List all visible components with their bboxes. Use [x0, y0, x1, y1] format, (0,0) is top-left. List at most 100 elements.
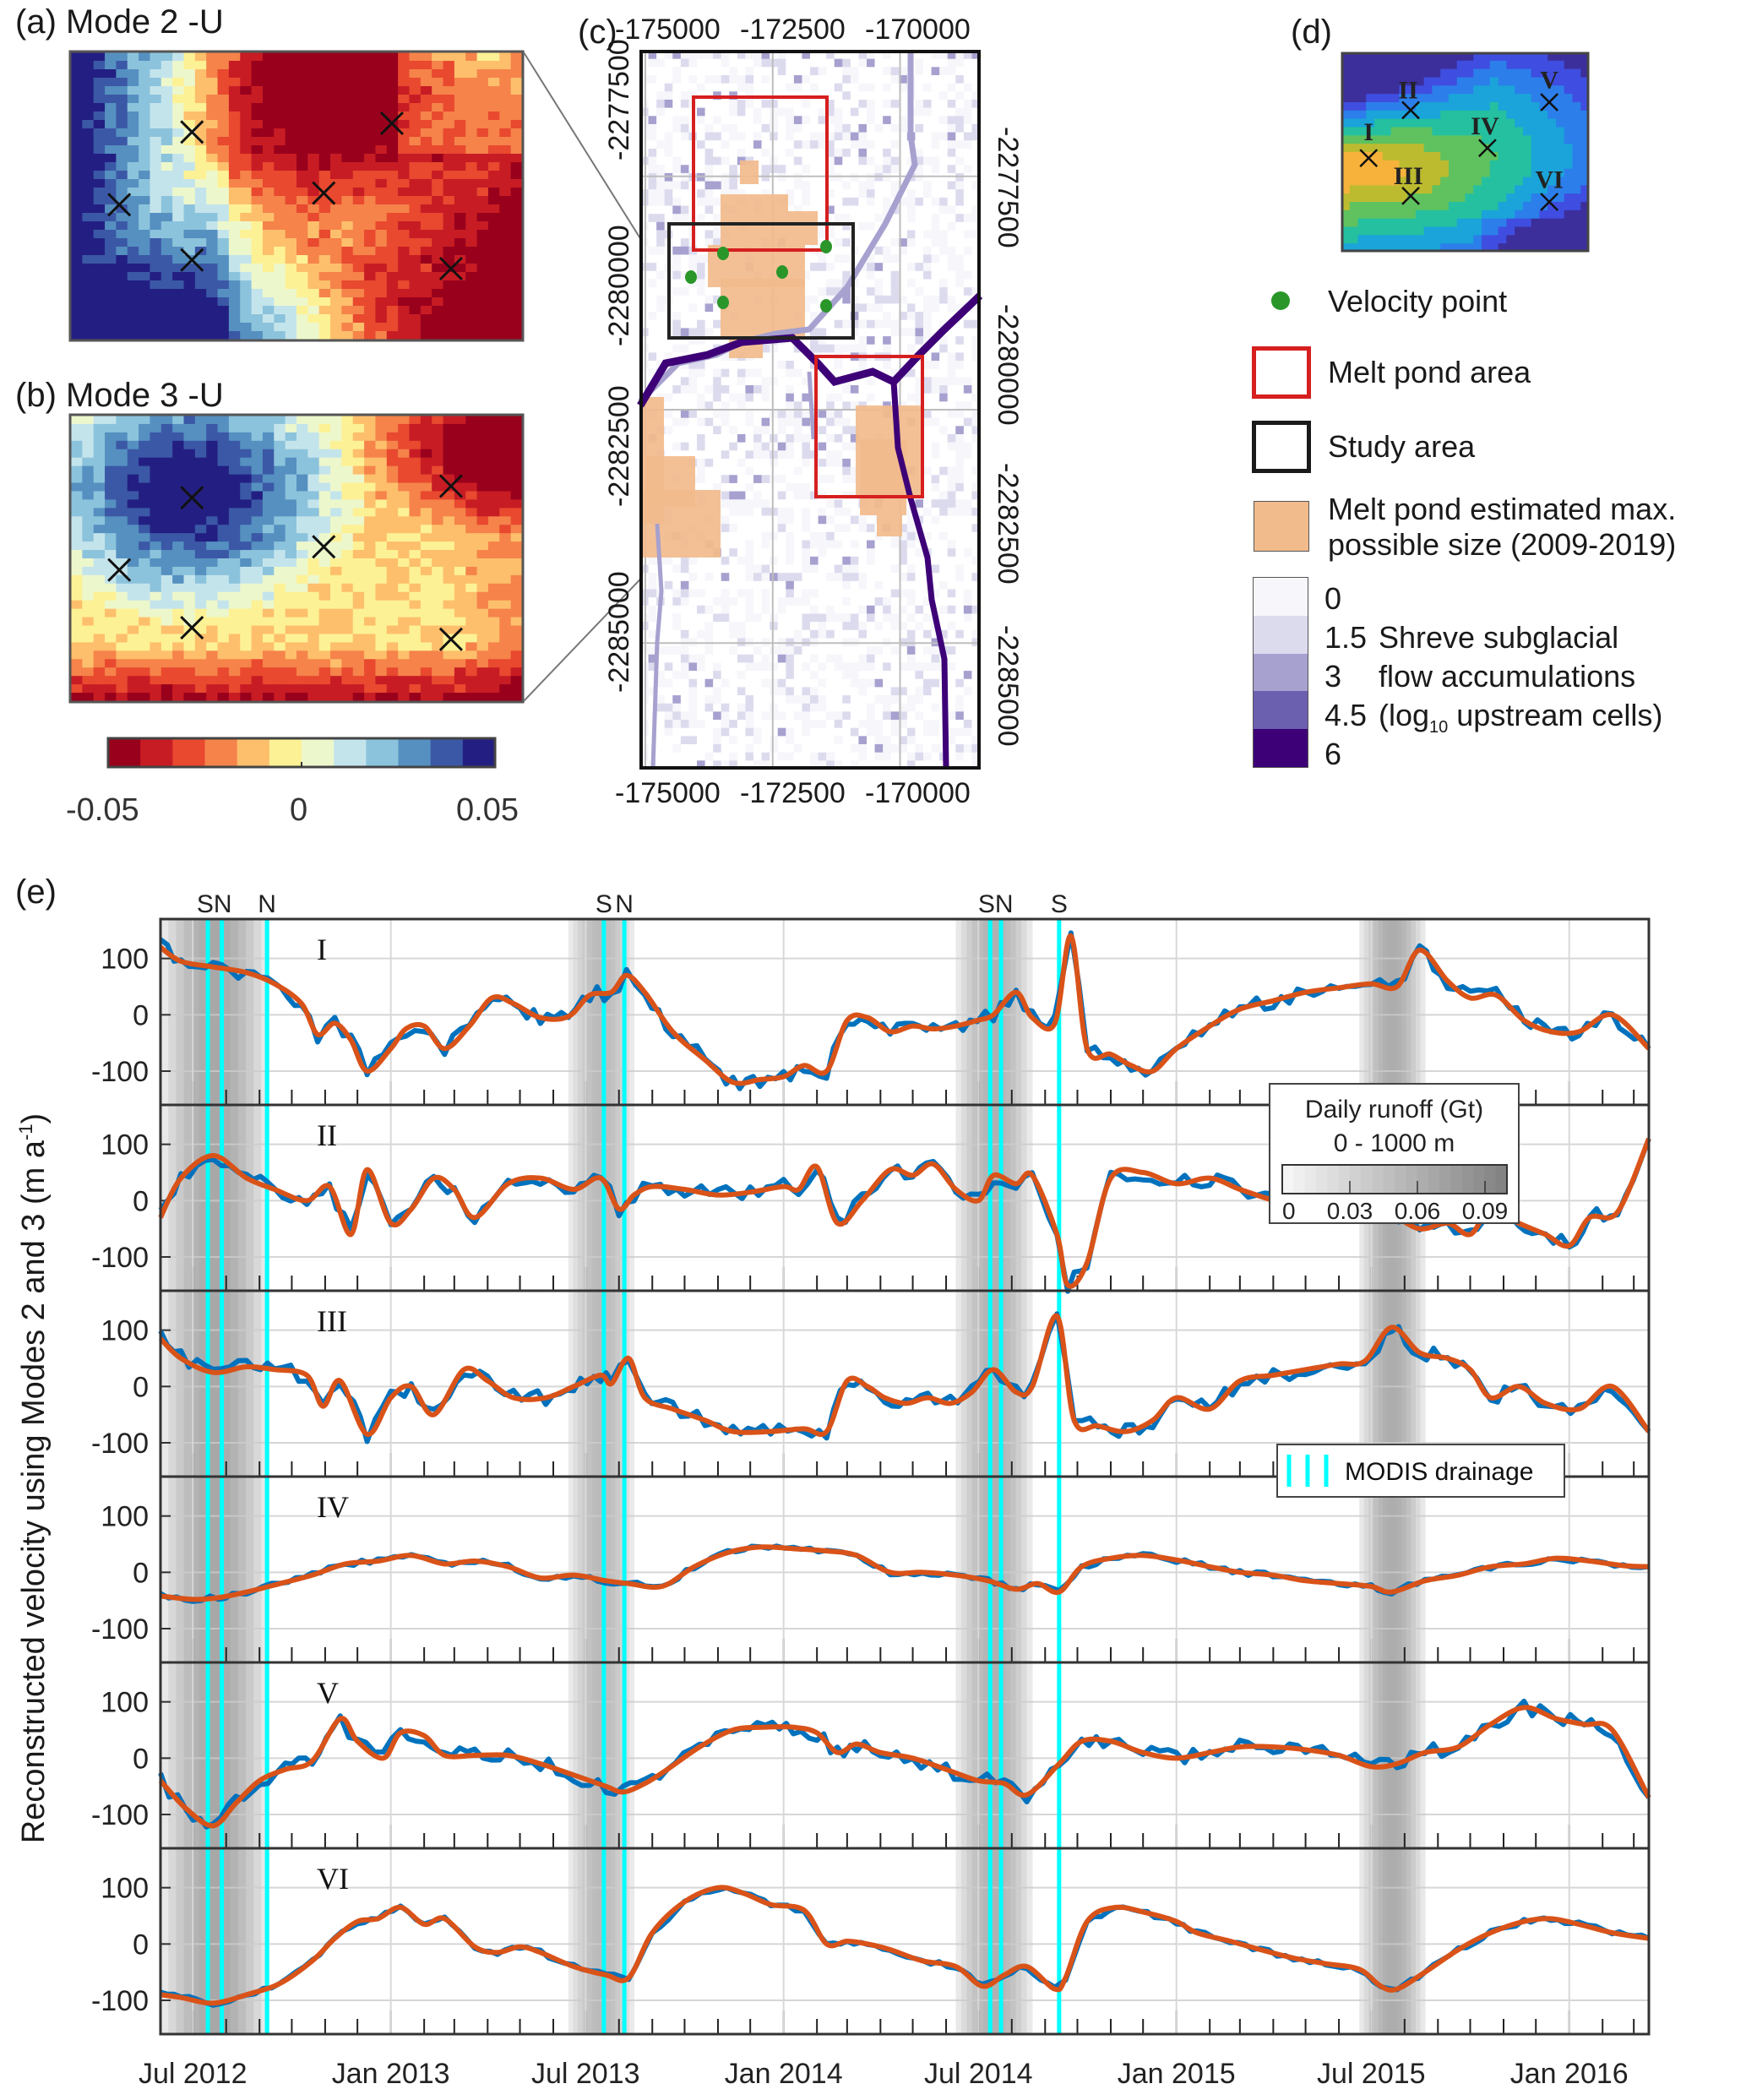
map-cell: [352, 171, 365, 180]
flow-cell: [680, 197, 689, 207]
flow-cell: [737, 107, 746, 117]
map-cell: [375, 162, 388, 171]
map-cell: [139, 306, 151, 315]
map-cell: [510, 78, 523, 87]
map-cell: [307, 213, 320, 222]
flow-cell: [672, 303, 682, 313]
map-cell: [82, 78, 95, 87]
map-cell: [487, 525, 500, 534]
cross-stroke: [379, 111, 405, 136]
map-cell: [307, 591, 320, 601]
map-cell: [465, 676, 478, 685]
map-cell: [150, 533, 162, 542]
flow-cell: [899, 303, 908, 313]
flow-cell: [971, 99, 981, 109]
flow-cell: [656, 205, 666, 215]
map-cell: [375, 145, 388, 155]
map-cell: [217, 525, 230, 534]
map-cell: [285, 314, 297, 324]
map-cell: [228, 264, 241, 273]
cross-stroke: [438, 627, 463, 651]
flow-cell: [697, 377, 706, 386]
flow-cell: [777, 116, 786, 125]
flow-cell: [971, 205, 981, 215]
map-cell: [82, 238, 95, 248]
map-cell: [240, 533, 253, 542]
map-cell: [318, 667, 331, 677]
flow-cell: [867, 99, 876, 109]
map-cell: [432, 323, 444, 332]
map-cell: [127, 525, 139, 534]
map-cell: [160, 171, 173, 180]
map-cell: [183, 525, 196, 534]
flow-cell: [810, 328, 819, 337]
flow-cell: [931, 312, 940, 321]
map-cell: [251, 61, 264, 70]
flow-cell: [802, 132, 811, 141]
map-cell: [274, 145, 286, 155]
map-cell: [105, 416, 117, 425]
map-cell: [274, 137, 286, 146]
map-cell: [487, 591, 500, 601]
flow-cell: [874, 148, 884, 158]
map-cell: [454, 541, 466, 551]
map-cell: [318, 112, 331, 121]
map-cell: [476, 449, 489, 459]
flow-cell: [939, 221, 949, 231]
flow-cell: [713, 165, 722, 174]
flow-cell: [793, 148, 802, 158]
map-cell: [105, 272, 117, 281]
flow-cell: [729, 401, 738, 411]
mode2-map: [68, 50, 525, 342]
map-cell: [330, 650, 342, 660]
map-cell: [398, 642, 411, 651]
map-cell: [409, 667, 422, 677]
flow-cell: [874, 67, 884, 76]
flow-cell: [939, 361, 949, 370]
map-cell: [341, 491, 354, 501]
flow-cell: [818, 401, 827, 411]
map-cell: [274, 625, 286, 635]
map-cell: [375, 331, 388, 340]
map-cell: [454, 61, 466, 70]
map-cell: [432, 591, 444, 601]
map-cell: [454, 650, 466, 660]
map-cell: [420, 188, 432, 197]
flow-cell: [802, 466, 811, 476]
flow-cell: [923, 385, 933, 394]
flow-cell: [971, 466, 981, 476]
flow-cell: [656, 230, 666, 239]
map-cell: [172, 221, 185, 231]
map-cell: [330, 440, 342, 450]
map-cell: [228, 61, 241, 70]
flow-cell: [753, 401, 763, 411]
flow-cell: [842, 328, 851, 337]
flow-cell: [656, 91, 666, 101]
map-cell: [318, 78, 331, 87]
map-cell: [296, 323, 308, 332]
map-cell: [375, 583, 388, 593]
map-cell: [307, 86, 320, 95]
map-cell: [228, 440, 241, 450]
map-cell: [499, 247, 512, 256]
map-cell: [127, 247, 139, 256]
map-cell: [206, 634, 219, 644]
map-cell: [341, 61, 354, 70]
flow-cell: [883, 230, 892, 239]
map-cell: [487, 416, 500, 425]
map-cell: [116, 457, 128, 467]
flow-cell: [697, 132, 706, 141]
map-cell: [183, 331, 196, 340]
flow-cell: [971, 238, 981, 248]
flow-cell: [818, 116, 827, 125]
cross-stroke: [438, 256, 463, 281]
flow-cell: [802, 319, 811, 329]
point-cross-icon: [312, 535, 336, 559]
flow-cell: [826, 74, 835, 84]
map-cell: [139, 128, 151, 138]
flow-cell: [777, 385, 786, 394]
map-cell: [398, 280, 411, 290]
map-cell: [105, 474, 117, 484]
map-cell: [228, 120, 241, 129]
flow-cell: [955, 295, 965, 304]
